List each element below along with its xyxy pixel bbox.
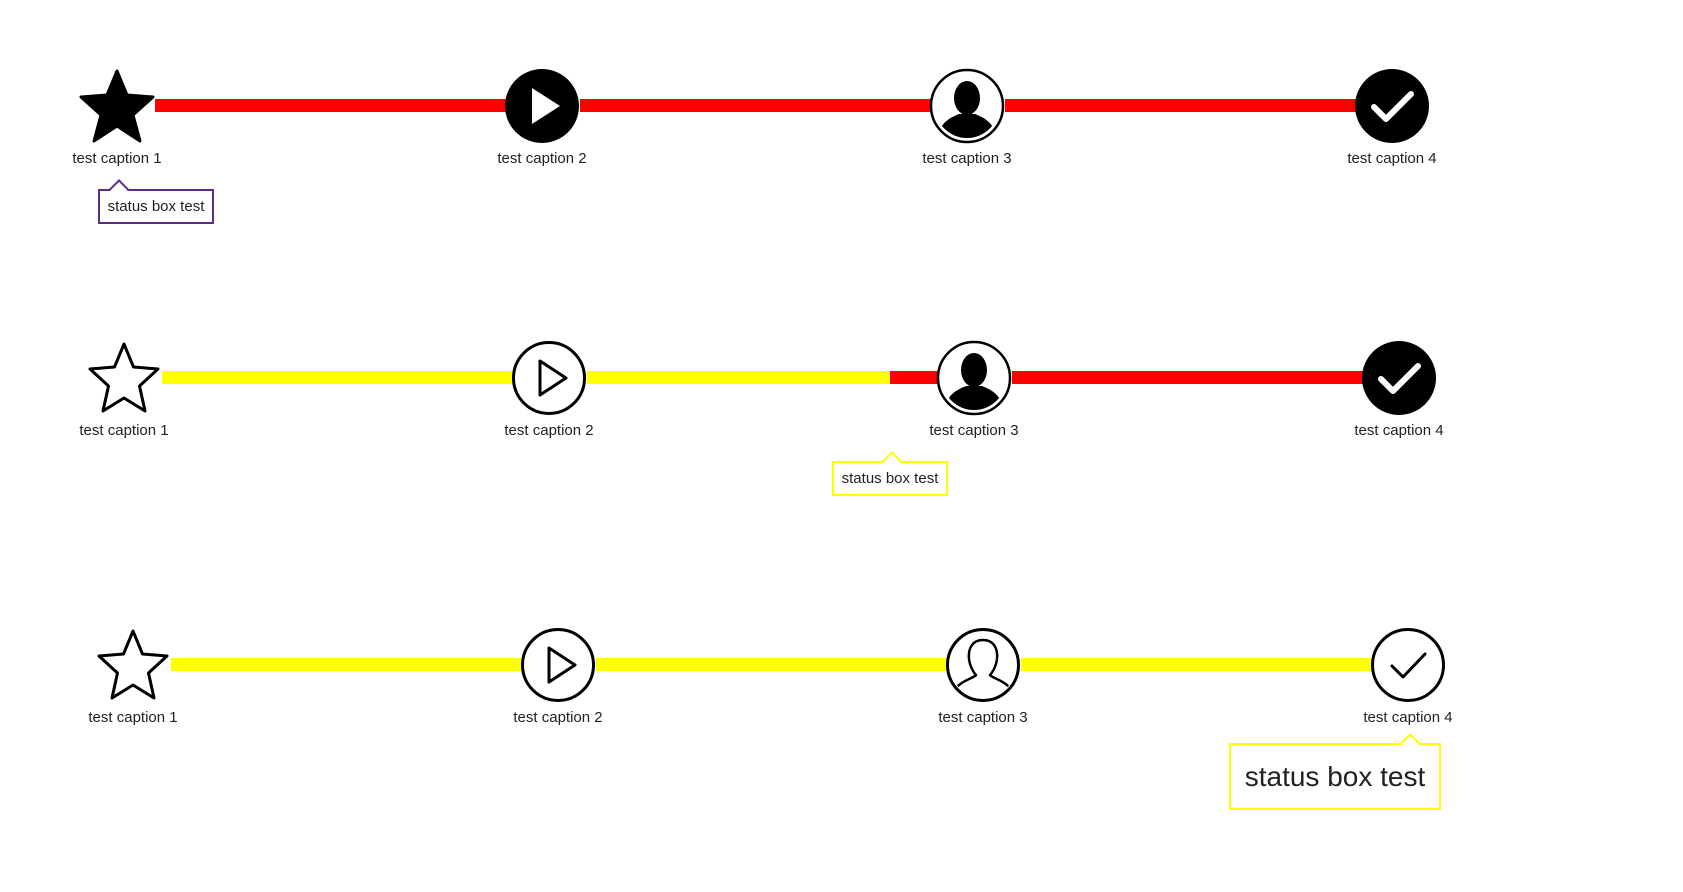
check-outline-icon[interactable] bbox=[1370, 627, 1446, 703]
progress-bar-segment bbox=[1021, 658, 1376, 671]
user-icon[interactable] bbox=[936, 340, 1012, 416]
status-text: status box test bbox=[107, 198, 205, 215]
status-box: status box test bbox=[98, 179, 214, 224]
step-caption: test caption 3 bbox=[922, 150, 1012, 167]
progress-bar-segment bbox=[890, 371, 942, 384]
status-text: status box test bbox=[1244, 760, 1426, 792]
status-box-pointer bbox=[109, 179, 129, 199]
progress-bar-segment bbox=[587, 371, 890, 384]
step-caption: test caption 3 bbox=[938, 709, 1028, 726]
star-icon[interactable] bbox=[79, 68, 155, 144]
step-caption: test caption 3 bbox=[929, 422, 1019, 439]
play-outline-icon[interactable] bbox=[520, 627, 596, 703]
step-caption: test caption 2 bbox=[504, 422, 594, 439]
progress-bar-segment bbox=[162, 371, 517, 384]
star-outline-icon[interactable] bbox=[86, 340, 162, 416]
step-caption: test caption 2 bbox=[513, 709, 603, 726]
status-box-pointer bbox=[882, 451, 902, 471]
step-caption: test caption 4 bbox=[1354, 422, 1444, 439]
step-caption: test caption 4 bbox=[1347, 150, 1437, 167]
status-box-pointer bbox=[1400, 733, 1420, 753]
progress-bar-segment bbox=[596, 658, 951, 671]
step-caption: test caption 2 bbox=[497, 150, 587, 167]
progress-bar-segment bbox=[171, 658, 526, 671]
check-icon[interactable] bbox=[1361, 340, 1437, 416]
status-box: status box test bbox=[1229, 733, 1441, 810]
user-icon[interactable] bbox=[929, 68, 1005, 144]
user-outline-icon[interactable] bbox=[945, 627, 1021, 703]
progress-bar-segment bbox=[580, 99, 935, 112]
progress-bar-segment bbox=[1005, 99, 1360, 112]
step-caption: test caption 4 bbox=[1363, 709, 1453, 726]
progress-bar-segment bbox=[1012, 371, 1367, 384]
step-caption: test caption 1 bbox=[79, 422, 169, 439]
step-caption: test caption 1 bbox=[72, 150, 162, 167]
step-caption: test caption 1 bbox=[88, 709, 178, 726]
status-text: status box test bbox=[841, 470, 939, 487]
star-outline-icon[interactable] bbox=[95, 627, 171, 703]
status-box: status box test bbox=[832, 451, 948, 496]
play-outline-icon[interactable] bbox=[511, 340, 587, 416]
progress-bar-segment bbox=[155, 99, 510, 112]
play-icon[interactable] bbox=[504, 68, 580, 144]
check-icon[interactable] bbox=[1354, 68, 1430, 144]
